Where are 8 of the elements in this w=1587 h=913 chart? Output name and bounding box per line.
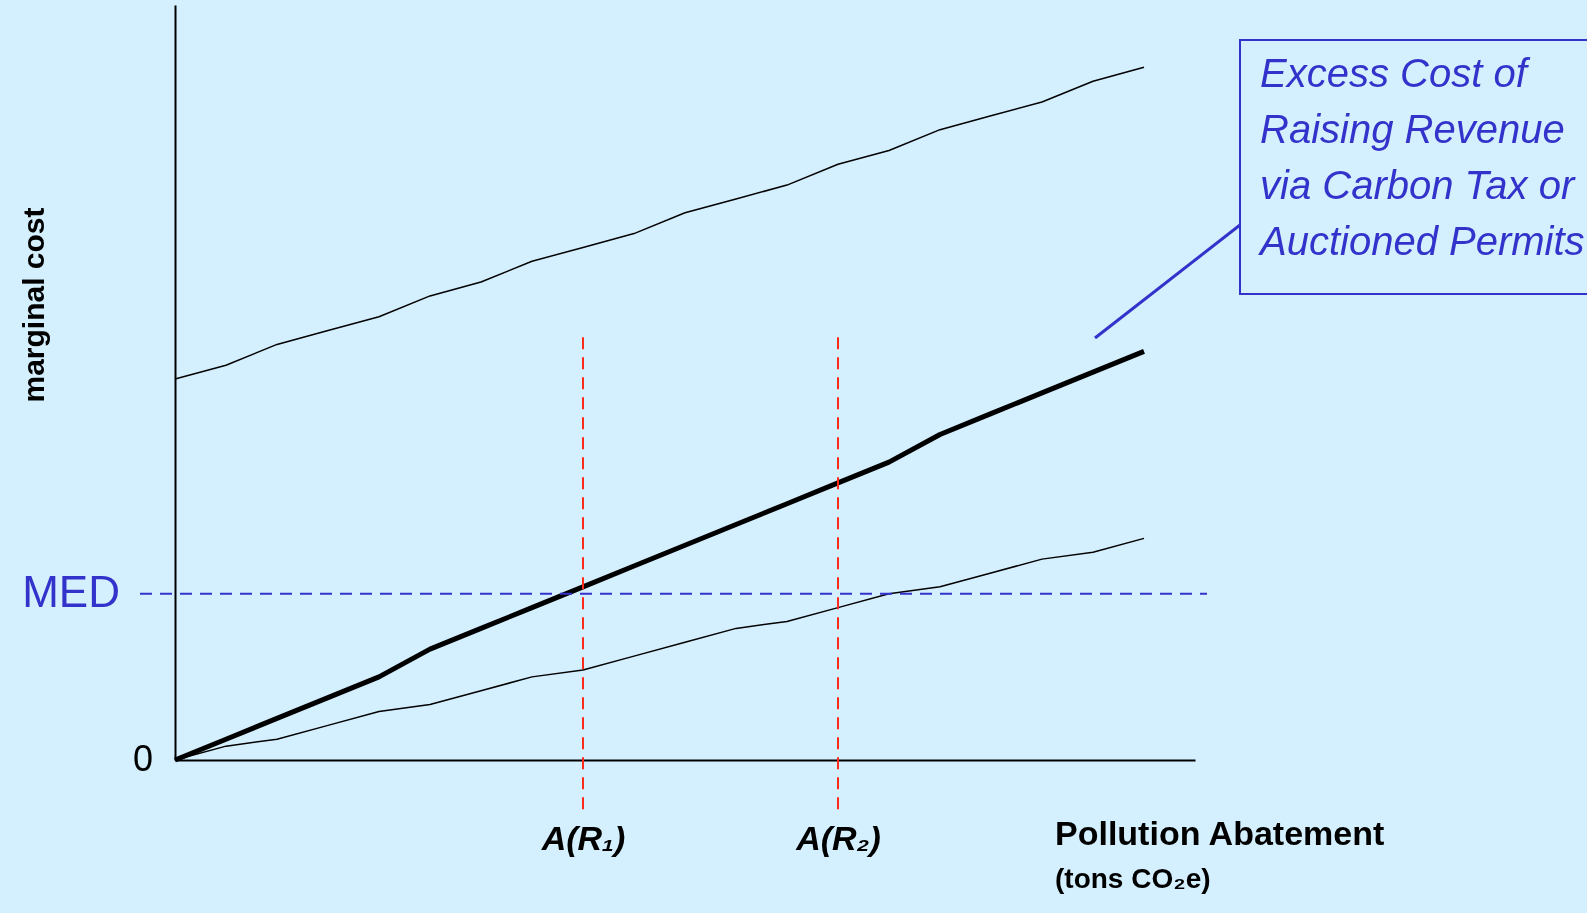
y-axis-title: marginal cost (17, 207, 50, 403)
text: (tons CO₂e) (1055, 863, 1211, 894)
ref-line-label: MED (22, 566, 120, 616)
text: 0 (132, 738, 153, 779)
x-tick-label: A(R₂) (795, 818, 881, 857)
x-tick-label: A(R₁) (540, 818, 626, 857)
x-axis-title: Pollution Abatement (1055, 814, 1385, 852)
text: Excess Cost of Raising Revenue via Carbon Tax or Auctioned Permits (1258, 51, 1585, 263)
